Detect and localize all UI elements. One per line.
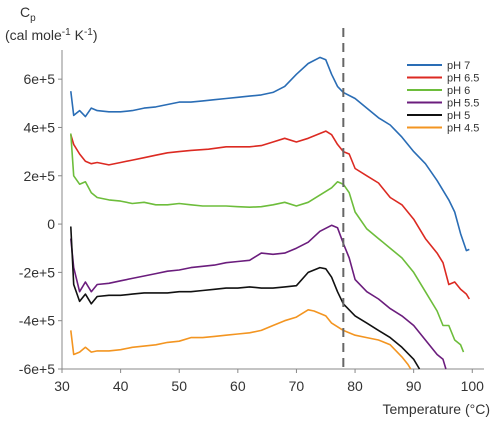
y-tick-label: 6e+5 xyxy=(23,71,55,87)
x-tick-label: 50 xyxy=(171,378,187,394)
y-axis-units: (cal mole-1 K-1) xyxy=(5,27,98,43)
x-tick-label: 70 xyxy=(289,378,305,394)
y-tick-label: 0 xyxy=(47,216,55,232)
y-tick-label: -4e+5 xyxy=(19,313,55,329)
y-tick-label: 4e+5 xyxy=(23,119,55,135)
y-tick-label: -6e+5 xyxy=(19,361,55,377)
x-tick-label: 40 xyxy=(113,378,129,394)
series-line-pH-6_5 xyxy=(70,130,470,300)
legend-label: pH 6 xyxy=(447,85,470,97)
x-axis-title: Temperature (°C) xyxy=(382,401,490,417)
legend-label: pH 5.5 xyxy=(447,98,479,110)
x-tick-label: 60 xyxy=(230,378,246,394)
series-line-pH-5_5 xyxy=(70,224,447,370)
y-axis-symbol: Cp xyxy=(20,4,36,24)
legend: pH 7pH 6.5pH 6pH 5.5pH 5pH 4.5 xyxy=(407,60,479,135)
legend-label: pH 5 xyxy=(447,110,470,122)
series-line-pH-6 xyxy=(70,133,465,353)
x-tick-label: 100 xyxy=(461,378,485,394)
y-tick-label: -2e+5 xyxy=(19,264,55,280)
series-lines xyxy=(70,56,470,370)
series-line-pH-5 xyxy=(70,226,421,370)
x-tick-label: 30 xyxy=(54,378,70,394)
x-tick-label: 80 xyxy=(347,378,363,394)
legend-label: pH 6.5 xyxy=(447,73,479,85)
axes: 6e+5 4e+5 2e+5 0 -2e+5 -4e+5 -6e+530 40 50 60 70 80… xyxy=(19,50,484,394)
y-tick-label: 2e+5 xyxy=(23,168,55,184)
legend-label: pH 4.5 xyxy=(447,123,479,135)
x-tick-label: 90 xyxy=(406,378,422,394)
series-line-pH-7 xyxy=(70,56,470,252)
legend-label: pH 7 xyxy=(447,60,470,72)
series-line-pH-4_5 xyxy=(70,309,412,370)
